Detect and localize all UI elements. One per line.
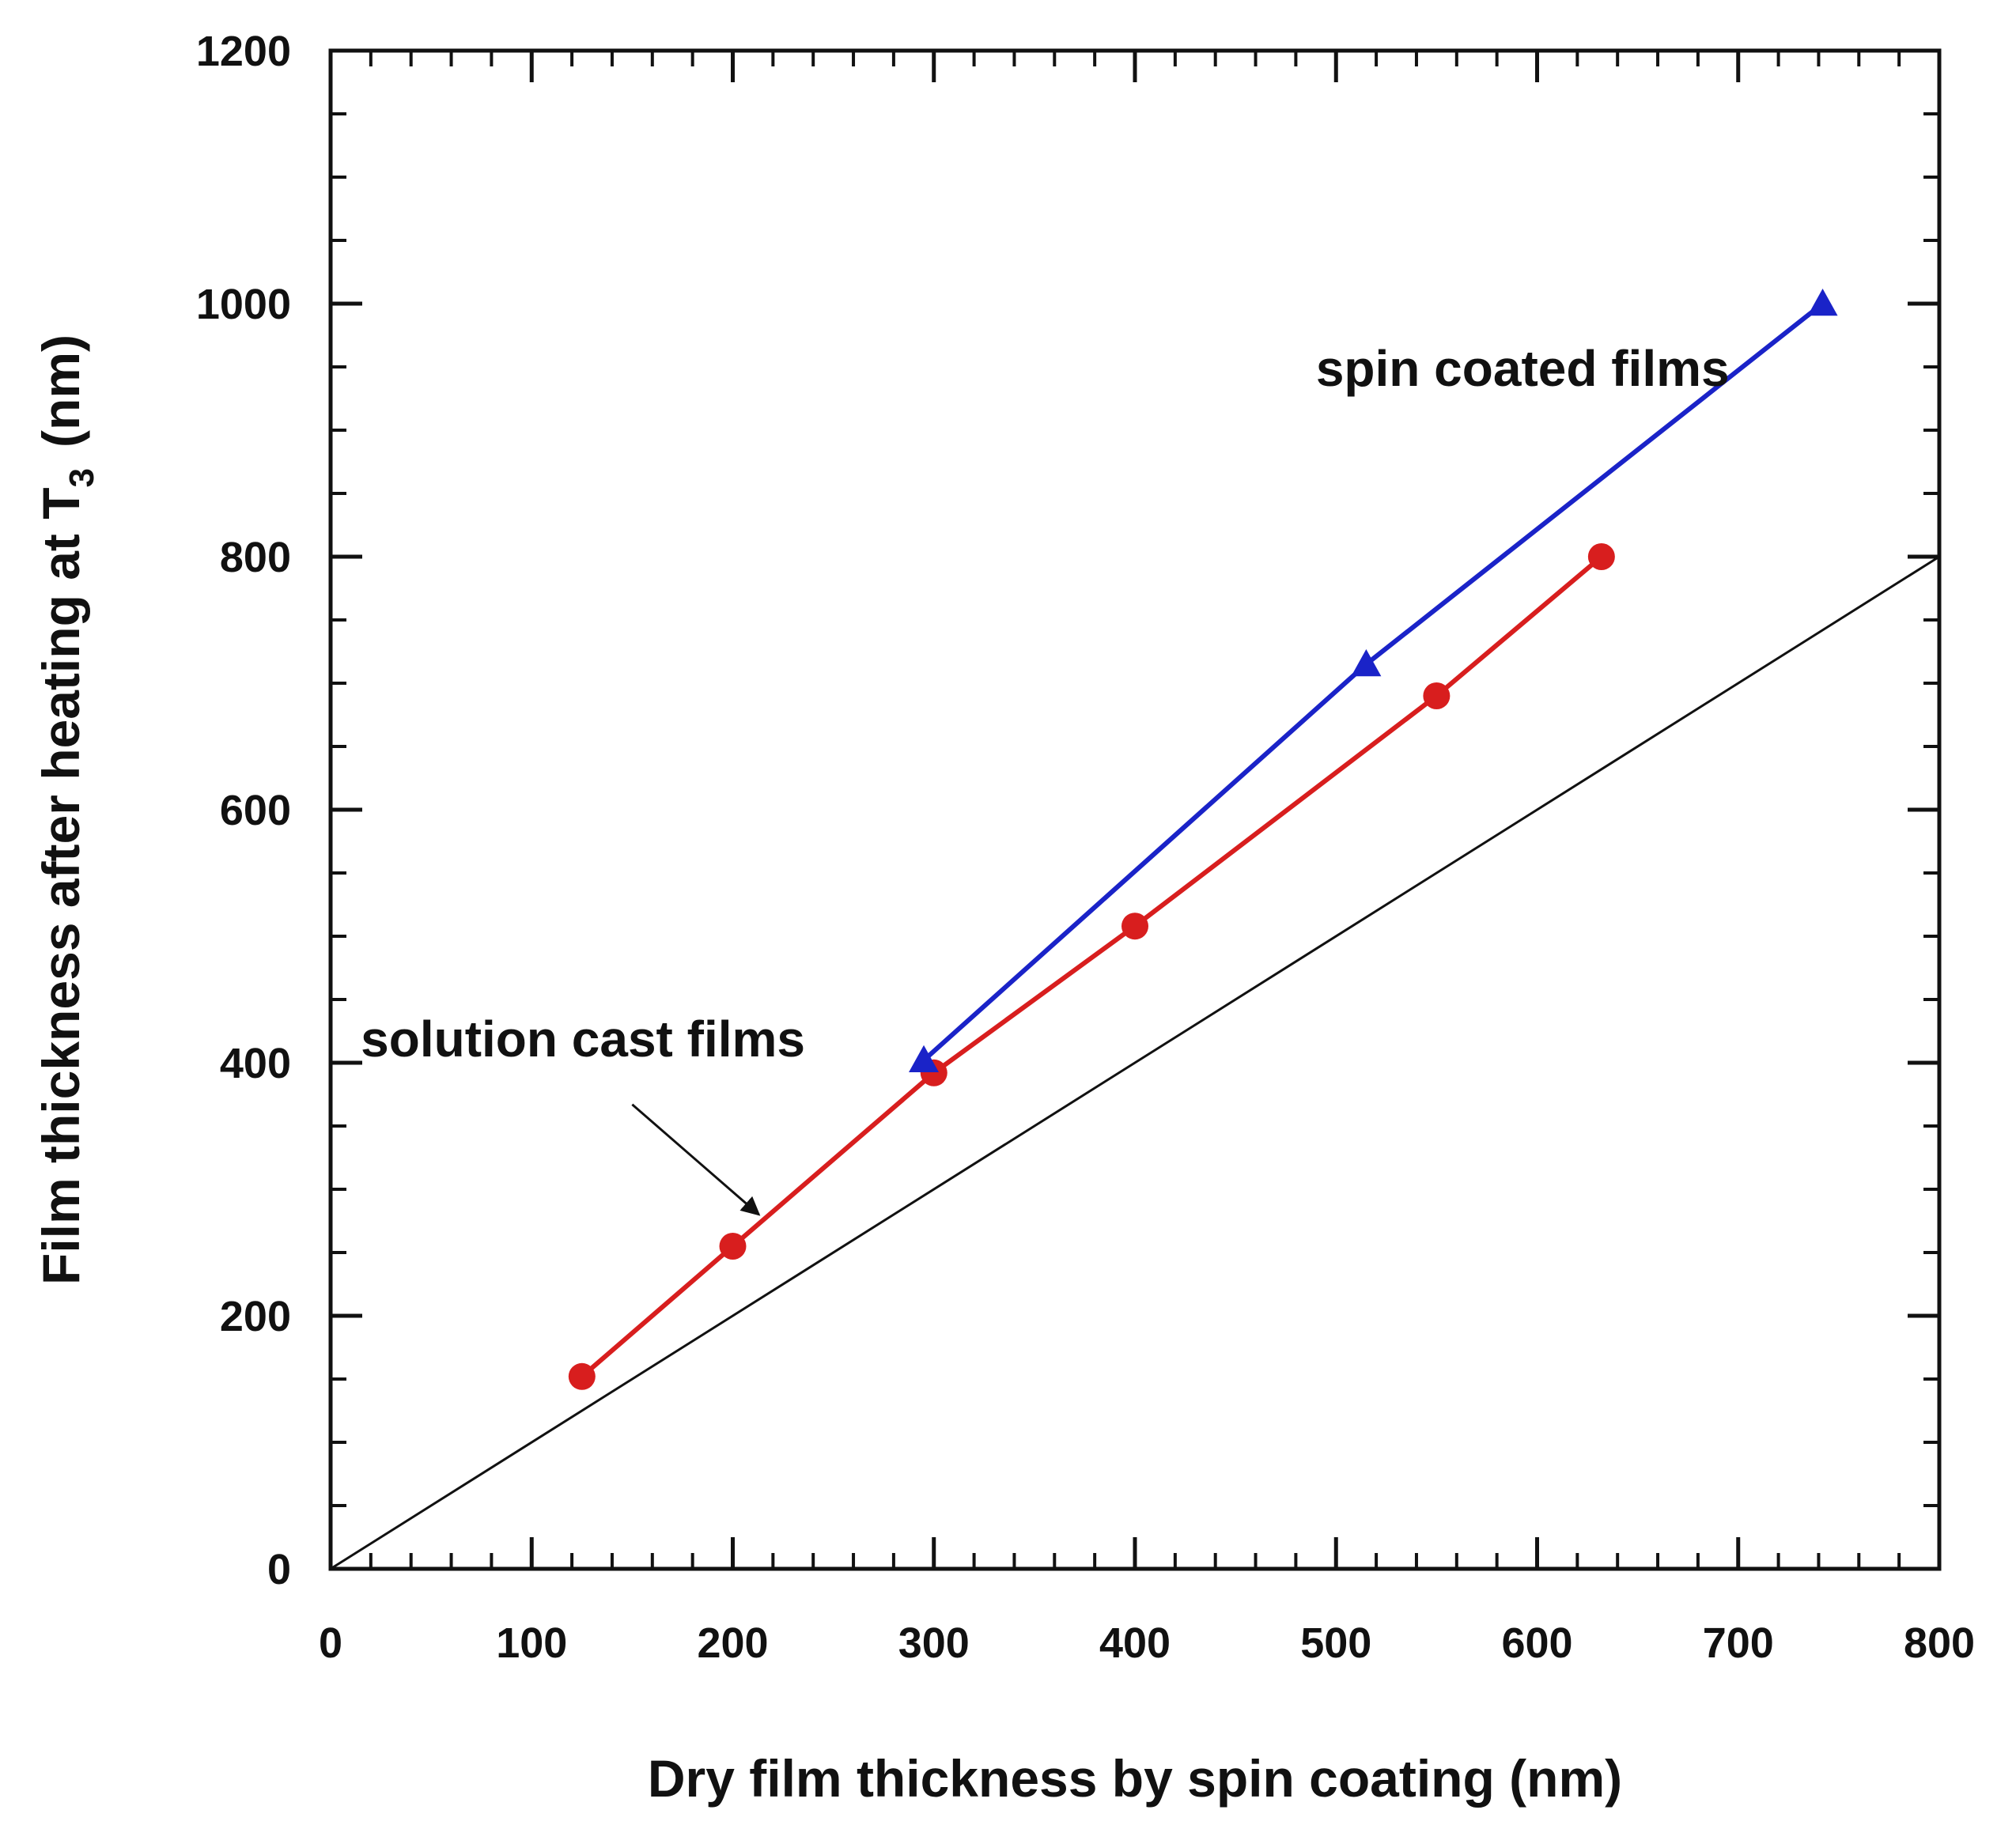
solution-cast-films-point bbox=[1587, 543, 1615, 570]
x-tick-label: 600 bbox=[1501, 1619, 1572, 1667]
solution-cast-films-point bbox=[1423, 682, 1451, 709]
x-tick-label: 500 bbox=[1300, 1619, 1371, 1667]
y-tick-label: 200 bbox=[220, 1293, 291, 1340]
y-tick-label: 400 bbox=[220, 1040, 291, 1087]
spin-coated-films-point bbox=[1351, 649, 1382, 677]
y-axis-title-main: Film thickness after heating at T bbox=[32, 487, 90, 1285]
spin-coated-films-label: spin coated films bbox=[1316, 340, 1730, 397]
y-tick-label: 1000 bbox=[196, 281, 291, 328]
labels-layer: 0 100 200 300 400 500 600 700 800 0 200 400 600 800 10… bbox=[196, 28, 1975, 1667]
y-axis-title: Film thickness after heating at T3 (nm) bbox=[32, 334, 101, 1285]
solution-cast-films-arrow bbox=[631, 1103, 761, 1216]
solution-cast-films-point bbox=[1121, 913, 1148, 940]
solution-cast-films-line bbox=[579, 554, 1604, 1379]
annotations-layer: spin coated films solution cast films bbox=[361, 340, 1730, 1216]
x-tick-label: 800 bbox=[1904, 1619, 1975, 1667]
y-tick-label: 800 bbox=[220, 534, 291, 581]
x-tick-label: 0 bbox=[319, 1619, 342, 1667]
y-tick-label: 600 bbox=[220, 787, 291, 834]
y-axis-title-unit: (nm) bbox=[32, 334, 90, 448]
solution-cast-films-point bbox=[568, 1362, 596, 1390]
x-tick-label: 300 bbox=[898, 1619, 970, 1667]
solution-cast-films-point bbox=[719, 1233, 747, 1260]
y-axis-title-subscript: 3 bbox=[62, 468, 101, 487]
x-tick-label: 100 bbox=[496, 1619, 567, 1667]
x-tick-label: 700 bbox=[1703, 1619, 1774, 1667]
spin-coated-films-point bbox=[1807, 289, 1838, 316]
x-tick-label: 200 bbox=[697, 1619, 768, 1667]
spin-coated-films-point bbox=[909, 1045, 940, 1072]
spin-coated-films-line bbox=[921, 301, 1825, 1063]
x-axis-title: Dry film thickness by spin coating (nm) bbox=[648, 1749, 1622, 1808]
y-x-reference-line bbox=[329, 555, 1941, 1570]
solution-cast-films-label: solution cast films bbox=[361, 1011, 805, 1067]
x-tick-label: 400 bbox=[1099, 1619, 1171, 1667]
ticks-layer bbox=[328, 48, 1942, 1571]
y-tick-label: 1200 bbox=[196, 28, 291, 75]
y-tick-label: 0 bbox=[267, 1546, 291, 1593]
plot-frame bbox=[328, 48, 1942, 1571]
series-layer bbox=[329, 289, 1941, 1570]
